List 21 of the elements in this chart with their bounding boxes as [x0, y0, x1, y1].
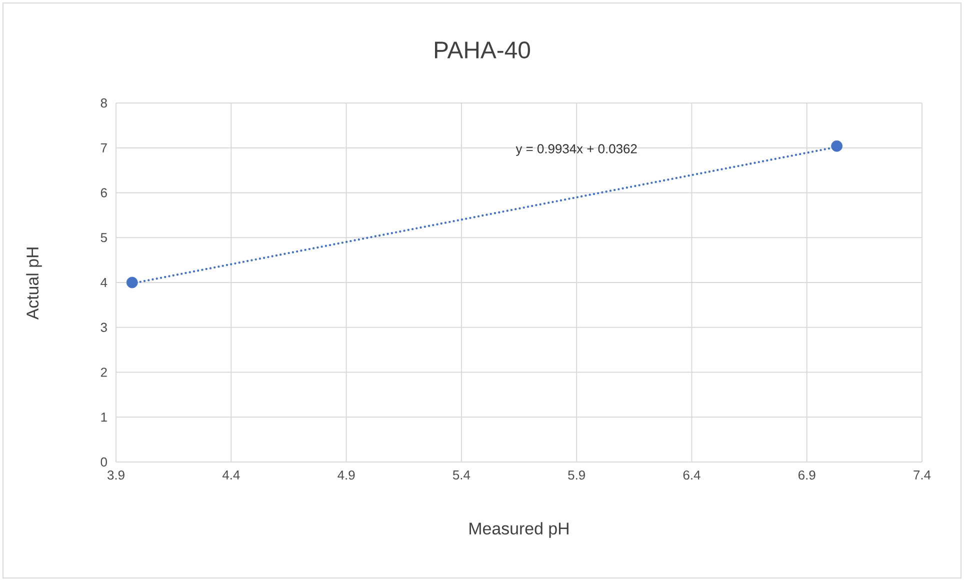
y-tick-label: 1 — [101, 412, 107, 422]
x-tick-label: 5.9 — [568, 470, 585, 480]
y-tick-label: 6 — [100, 188, 107, 198]
x-tick-label: 5.4 — [452, 470, 470, 480]
y-tick-label: 4 — [100, 278, 108, 287]
y-tick-label: 8 — [100, 98, 107, 108]
x-tick-label: 6.9 — [798, 470, 816, 480]
y-tick-label: 2 — [100, 368, 107, 377]
y-tick-label: 0 — [100, 457, 107, 467]
y-axis-title: Actual pH — [26, 248, 42, 320]
x-tick-label: 4.9 — [338, 470, 355, 480]
x-tick-label: 6.4 — [683, 470, 700, 480]
y-tick-label: 3 — [100, 322, 107, 332]
x-tick-label: 4.4 — [222, 470, 240, 480]
x-tick-label: 3.9 — [108, 470, 124, 480]
chart-title: PAHA-40 — [435, 42, 530, 58]
x-axis-title: Measured pH — [470, 522, 568, 538]
y-tick-label: 5 — [100, 233, 107, 242]
y-tick-label: 7 — [100, 143, 107, 152]
x-tick-label: 7.4 — [914, 470, 931, 480]
annotation: y = 0.9934x + 0.0362 — [516, 144, 637, 156]
